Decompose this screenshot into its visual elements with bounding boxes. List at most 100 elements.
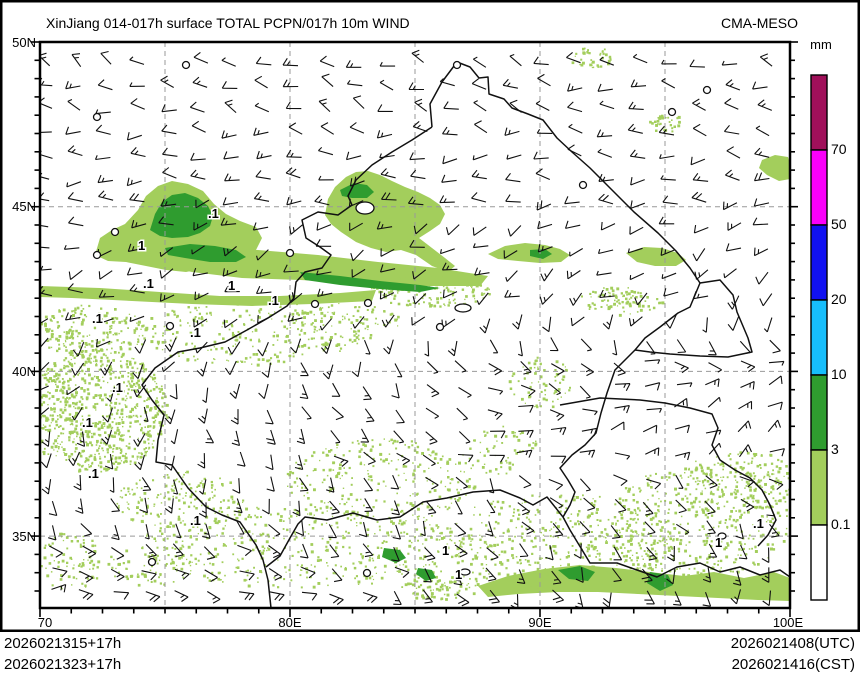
- wind-barb: [379, 291, 395, 300]
- wind-barb: [288, 122, 303, 135]
- contour-label: 1: [455, 567, 462, 582]
- wind-barb: [583, 497, 596, 511]
- wind-barb: [364, 498, 373, 512]
- wind-barb: [40, 385, 49, 391]
- wind-barb: [299, 477, 309, 492]
- wind-barb: [706, 520, 716, 535]
- calm-wind-circle: [110, 227, 120, 237]
- wind-barb: [738, 400, 753, 410]
- wind-barb: [564, 196, 580, 205]
- wind-barb: [722, 201, 738, 211]
- wind-barb: [602, 314, 614, 330]
- wind-barb: [169, 384, 178, 400]
- wind-barb: [129, 82, 145, 87]
- contour-label: .1: [190, 325, 201, 340]
- wind-barb: [630, 200, 645, 209]
- wind-barb: [454, 522, 467, 537]
- colorbar-tick-50: 50: [831, 216, 847, 232]
- wind-barb: [752, 81, 768, 90]
- wind-barb: [48, 500, 58, 517]
- wind-barb: [489, 339, 499, 354]
- wind-barb: [582, 408, 598, 416]
- wind-barb: [255, 56, 272, 66]
- wind-barb: [322, 364, 334, 380]
- wind-barb: [540, 268, 554, 282]
- wind-barb: [598, 193, 614, 205]
- wind-barb: [768, 360, 785, 366]
- wind-barb: [509, 53, 522, 67]
- wind-barb: [479, 318, 491, 334]
- wind-barb: [191, 120, 206, 133]
- y-axis-label-45N: 45N: [12, 199, 36, 214]
- wind-barb: [723, 268, 737, 279]
- contour-label: .1: [112, 380, 123, 395]
- wind-barb: [109, 477, 115, 493]
- precip-area-dark: [416, 568, 436, 581]
- wind-barb: [174, 590, 189, 602]
- wind-barb: [314, 195, 330, 206]
- wind-barb: [363, 451, 376, 465]
- wind-barb: [224, 99, 237, 114]
- wind-barb: [301, 566, 316, 579]
- wind-barb: [411, 49, 424, 63]
- wind-barb: [295, 520, 305, 537]
- wind-barb: [301, 406, 312, 420]
- wind-barb: [610, 421, 625, 431]
- wind-barb: [316, 270, 332, 276]
- wind-barb: [292, 500, 301, 517]
- wind-barb: [52, 567, 68, 578]
- colorbar-segment: [810, 299, 828, 376]
- wind-barb: [192, 267, 208, 277]
- wind-barb: [78, 589, 94, 601]
- wind-barb: [708, 362, 722, 373]
- wind-barb: [567, 101, 583, 113]
- wind-barb: [575, 593, 584, 608]
- wind-barb: [663, 288, 679, 297]
- wind-barb: [727, 295, 740, 310]
- wind-barb: [40, 246, 50, 249]
- wind-barb: [705, 475, 718, 489]
- wind-barb: [596, 270, 612, 276]
- wind-barb: [328, 524, 337, 539]
- wind-barb: [330, 430, 341, 444]
- wind-barb: [331, 382, 341, 397]
- wind-barb: [569, 248, 583, 257]
- wind-barb: [82, 545, 97, 559]
- wind-barb: [318, 175, 334, 181]
- wind-barb: [752, 217, 769, 226]
- wind-barb: [596, 129, 613, 138]
- wind-barb: [351, 268, 366, 278]
- wind-barb: [445, 224, 460, 236]
- wind-barb: [457, 453, 474, 463]
- wind-barb: [363, 339, 371, 355]
- wind-barb: [227, 341, 241, 355]
- wind-barb: [644, 359, 661, 365]
- wind-barb: [627, 123, 643, 134]
- contour-label: .1: [92, 311, 103, 326]
- wind-barb: [164, 337, 177, 352]
- wind-barb: [753, 247, 769, 257]
- wind-barb: [286, 149, 302, 158]
- wind-barb: [519, 543, 529, 558]
- wind-barb: [518, 341, 523, 357]
- wind-barb: [507, 225, 522, 237]
- wind-barb: [376, 221, 393, 230]
- calm-wind-circle: [147, 557, 157, 567]
- wind-barb: [362, 543, 374, 558]
- wind-barb: [727, 316, 740, 331]
- wind-barb: [518, 404, 534, 413]
- wind-barb: [159, 247, 174, 257]
- wind-barb: [579, 478, 591, 492]
- wind-barb: [161, 124, 177, 135]
- wind-barb: [409, 239, 425, 248]
- wind-barb: [294, 454, 304, 471]
- calm-wind-circle: [452, 60, 462, 70]
- wind-barb: [597, 148, 612, 158]
- precip-area-light: [40, 286, 376, 306]
- wind-barb: [164, 455, 175, 471]
- wind-barb: [675, 499, 687, 514]
- wind-barb: [126, 267, 143, 276]
- wind-barb: [516, 569, 526, 584]
- wind-barb: [321, 73, 334, 88]
- wind-barb: [349, 176, 365, 187]
